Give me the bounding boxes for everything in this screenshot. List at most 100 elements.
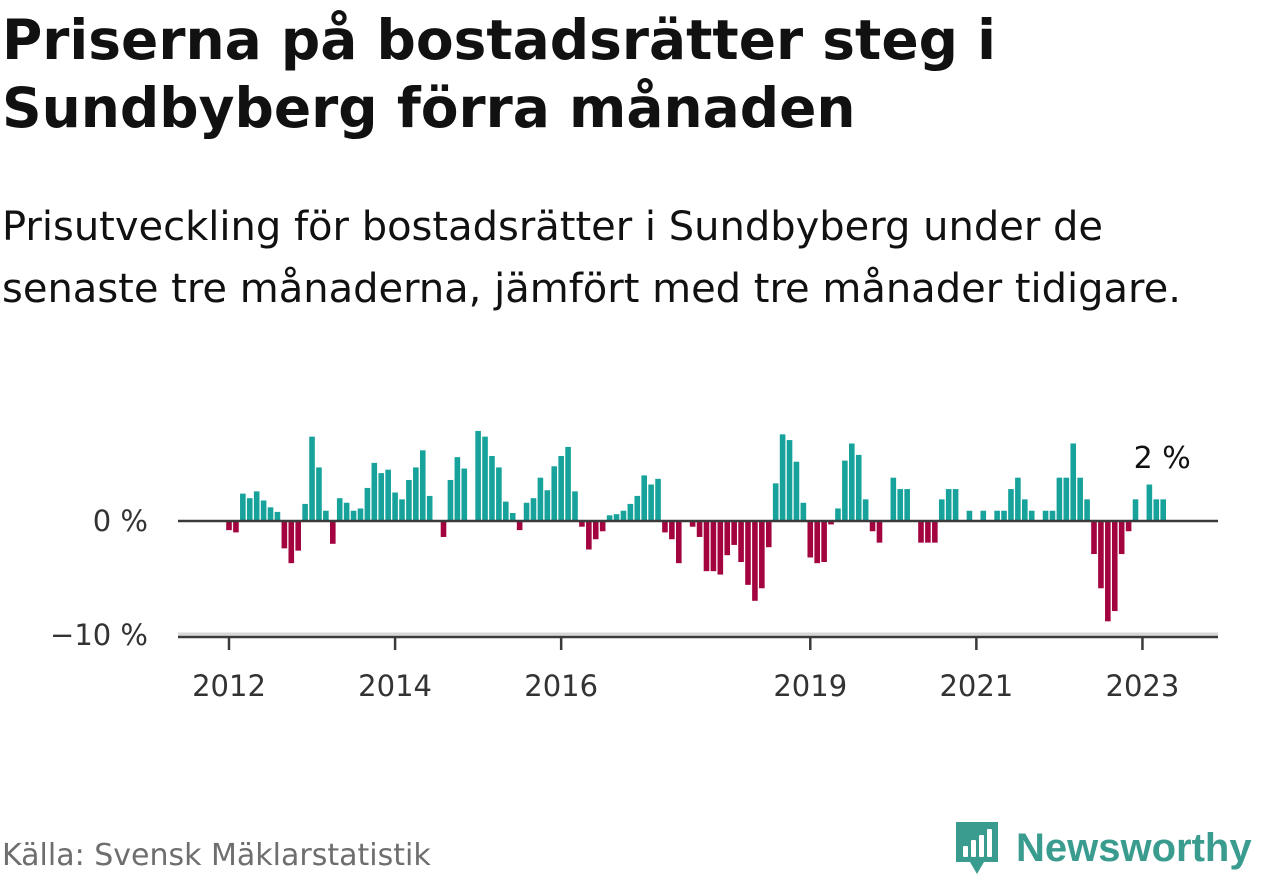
bar [1063, 477, 1070, 521]
brand-name: Newsworthy [1016, 826, 1252, 870]
bar [579, 521, 585, 527]
bar [364, 487, 371, 521]
bar [710, 521, 717, 572]
bar [842, 460, 848, 521]
bar [503, 501, 509, 521]
bar [253, 491, 260, 521]
bar [302, 503, 308, 521]
source-note: Källa: Svensk Mäklarstatistik [2, 838, 431, 873]
bar [938, 499, 945, 521]
bar [385, 469, 391, 521]
bar [648, 484, 654, 521]
bar [226, 521, 232, 531]
bar [281, 521, 288, 549]
last-value-annotation: 2 % [1134, 441, 1191, 476]
y-tick-label: −10 % [50, 618, 148, 652]
bar [876, 521, 883, 543]
bar [599, 521, 606, 532]
bar [496, 467, 502, 521]
bar [1132, 499, 1139, 521]
x-tick-label: 2019 [773, 669, 847, 703]
bar [516, 521, 523, 531]
bar [1015, 477, 1021, 521]
bar [724, 521, 731, 556]
bar [1001, 510, 1007, 521]
bar [994, 510, 1000, 521]
bar [1160, 499, 1166, 521]
bar [800, 502, 807, 521]
bar [399, 499, 405, 521]
bar [627, 503, 634, 521]
bar [343, 502, 350, 521]
bar [295, 521, 301, 551]
bar [779, 434, 786, 521]
bar [1008, 489, 1014, 521]
bar [475, 430, 481, 521]
bar [966, 510, 973, 521]
bar [1153, 499, 1160, 521]
bar [267, 507, 274, 521]
bar [849, 443, 855, 521]
chart-title: Priserna på bostadsrätter steg i Sundbyb… [2, 8, 997, 140]
bar [1118, 521, 1125, 555]
bar [274, 511, 281, 521]
bar [1111, 521, 1118, 612]
bar [309, 436, 315, 521]
bar [717, 521, 724, 575]
bar [807, 521, 814, 558]
bar [288, 521, 295, 564]
bar [1070, 443, 1077, 521]
bar [316, 467, 322, 521]
bar [634, 495, 641, 521]
x-tick-label: 2021 [939, 669, 1013, 703]
bars-group [226, 430, 1166, 622]
bar [1049, 510, 1056, 521]
bar [530, 498, 537, 521]
bar [835, 508, 841, 521]
bar [323, 510, 329, 521]
bar [862, 499, 869, 521]
bar [1105, 521, 1111, 622]
bar [426, 495, 433, 521]
bar [918, 521, 924, 543]
bar [233, 521, 239, 533]
bar [1084, 499, 1090, 521]
bar [689, 521, 696, 527]
bar [606, 515, 613, 521]
bar [786, 440, 793, 521]
bar [759, 521, 765, 589]
bar [932, 521, 938, 543]
bar [461, 468, 468, 521]
y-axis: 0 % −10 % [50, 504, 148, 652]
bar [855, 454, 862, 521]
bar [419, 450, 426, 521]
bar [482, 436, 488, 521]
bar [523, 502, 530, 521]
bar [904, 489, 910, 521]
x-tick-label: 2014 [358, 669, 432, 703]
bar [440, 521, 447, 537]
bar [357, 508, 364, 521]
bar [696, 521, 703, 537]
newsworthy-brand[interactable]: Newsworthy [952, 818, 1252, 878]
bar-chart: 0 % −10 % 2012 2014 2016 2019 2021 2023 2 % [50, 430, 1218, 703]
bar [772, 483, 779, 521]
bar [676, 521, 682, 564]
bar [1077, 477, 1083, 521]
bar [558, 456, 564, 521]
x-axis: 2012 2014 2016 2019 2021 2023 [192, 637, 1179, 703]
bar [330, 521, 336, 544]
bar [738, 521, 744, 563]
y-tick-label: 0 % [93, 504, 148, 538]
bar [814, 521, 820, 564]
bar [392, 492, 398, 521]
bar [1091, 521, 1097, 555]
bar [551, 466, 558, 521]
bar [752, 521, 758, 601]
bar [945, 489, 952, 521]
bar [641, 475, 647, 521]
bar [731, 521, 737, 545]
bar [1022, 499, 1028, 521]
bar [703, 521, 710, 572]
bar [821, 521, 827, 563]
